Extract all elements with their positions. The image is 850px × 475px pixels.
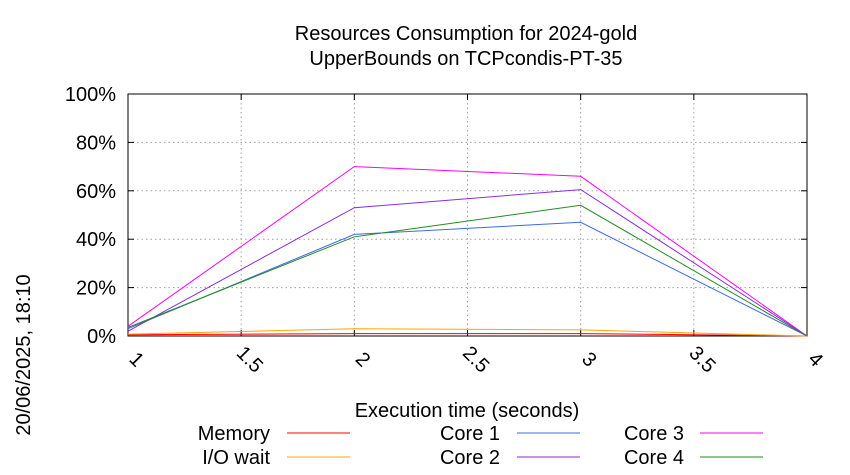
chart-title-line-2: UpperBounds on TCPcondis-PT-35 [309, 48, 622, 70]
legend-label-i-o-wait: I/O wait [202, 447, 270, 469]
x-tick-label: 2 [351, 348, 374, 371]
x-tick-label: 4 [804, 348, 827, 371]
y-tick-label: 40% [76, 229, 116, 251]
y-tick-label: 80% [76, 132, 116, 154]
y-tick-label: 0% [87, 326, 116, 348]
series-line-core-2 [127, 189, 808, 337]
x-axis-label: Execution time (seconds) [355, 400, 580, 422]
legend-label-core-4: Core 4 [624, 447, 684, 469]
series-line-core-4 [127, 204, 808, 337]
x-tick-label: 2.5 [458, 342, 493, 377]
chart-title-line-1: Resources Consumption for 2024-gold [295, 23, 637, 45]
series-line-core-1 [127, 221, 808, 337]
side-timestamp: 20/06/2025, 18:10 [13, 274, 35, 435]
x-tick-label: 3 [577, 348, 600, 371]
x-tick-label: 1 [125, 348, 148, 371]
x-tick-label: 1.5 [232, 342, 267, 377]
legend-label-core-2: Core 2 [440, 447, 500, 469]
series-line-core-3 [127, 166, 808, 337]
grid-lines [128, 94, 807, 336]
legend-label-core-1: Core 1 [440, 423, 500, 445]
y-tick-label: 100% [65, 84, 116, 106]
series-line-i-o-wait [127, 328, 808, 337]
legend-label-memory: Memory [198, 423, 270, 445]
y-tick-label: 60% [76, 181, 116, 203]
series-line-memory [127, 333, 808, 337]
x-tick-label: 3.5 [684, 342, 719, 377]
series-lines [127, 166, 808, 337]
legend-label-core-3: Core 3 [624, 423, 684, 445]
y-tick-label: 20% [76, 278, 116, 300]
